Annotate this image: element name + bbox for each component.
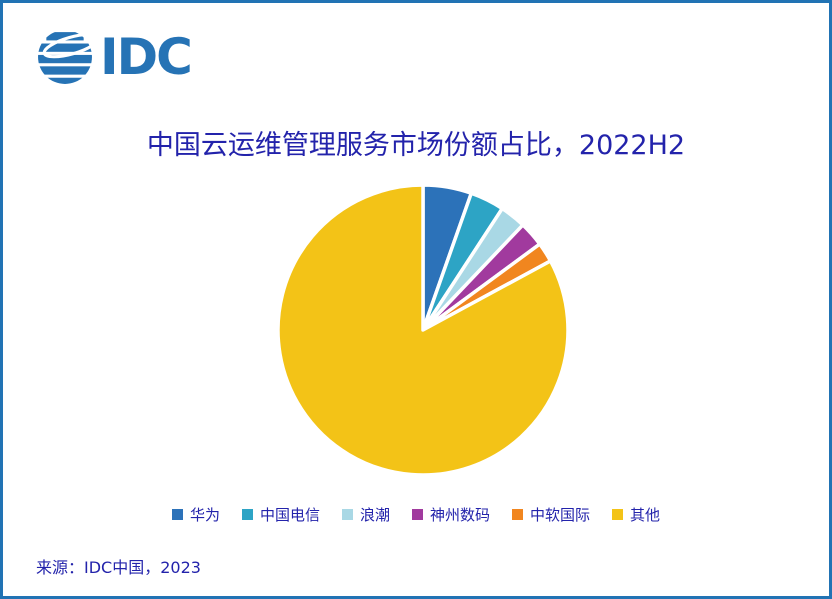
legend: 华为 中国电信 浪潮 神州数码 中软国际 其他 [3, 504, 829, 525]
legend-item: 中软国际 [512, 504, 590, 525]
legend-label: 神州数码 [430, 506, 491, 524]
idc-globe-icon [38, 32, 93, 84]
legend-swatch [171, 509, 183, 520]
legend-label: 中国电信 [259, 506, 320, 524]
legend-swatch [412, 509, 423, 520]
legend-label: 浪潮 [359, 506, 390, 524]
legend-item: 其他 [612, 504, 660, 525]
idc-logo: IDC [37, 28, 193, 86]
pie-chart-svg [276, 183, 570, 477]
legend-swatch [512, 509, 524, 520]
legend-item: 神州数码 [412, 504, 490, 525]
source-note: 来源：IDC中国，2023 [36, 558, 201, 577]
legend-swatch [241, 509, 253, 520]
legend-swatch [341, 509, 353, 520]
legend-item: 浪潮 [341, 504, 390, 525]
chart-title: 中国云运维管理服务市场份额占比，2022H2 [146, 130, 686, 161]
legend-label: 其他 [630, 506, 661, 524]
legend-swatch [612, 509, 624, 520]
legend-label: 中软国际 [530, 506, 591, 524]
pie-slice-5 [276, 183, 570, 477]
legend-item: 中国电信 [241, 504, 320, 525]
legend-label: 华为 [189, 506, 220, 524]
legend-item: 华为 [171, 504, 220, 525]
idc-logo-text: IDC [100, 28, 193, 86]
